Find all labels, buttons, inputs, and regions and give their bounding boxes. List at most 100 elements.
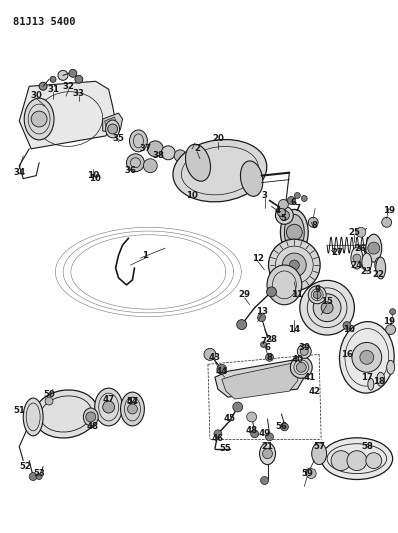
Circle shape (287, 224, 302, 240)
Circle shape (297, 362, 306, 372)
Circle shape (347, 451, 367, 471)
Circle shape (86, 412, 96, 422)
Ellipse shape (308, 286, 326, 304)
Polygon shape (103, 113, 123, 133)
Text: 7: 7 (294, 204, 300, 213)
Ellipse shape (267, 265, 302, 305)
Circle shape (251, 430, 259, 438)
Circle shape (382, 217, 392, 227)
Ellipse shape (95, 388, 123, 426)
Text: 59: 59 (301, 469, 313, 478)
Text: 48: 48 (87, 422, 99, 431)
Circle shape (39, 82, 47, 90)
Circle shape (281, 423, 289, 431)
Text: 25: 25 (348, 228, 360, 237)
Text: 81J13 5400: 81J13 5400 (13, 17, 76, 27)
Text: 5: 5 (281, 214, 286, 223)
Text: 37: 37 (139, 144, 152, 154)
Circle shape (45, 397, 53, 405)
Text: 52: 52 (19, 462, 31, 471)
Text: 8: 8 (311, 221, 317, 230)
Text: 54: 54 (127, 397, 139, 406)
Circle shape (103, 401, 115, 413)
Circle shape (313, 291, 321, 299)
Circle shape (58, 70, 68, 80)
Circle shape (300, 348, 308, 356)
Text: 48: 48 (246, 426, 258, 435)
Ellipse shape (240, 161, 263, 196)
Circle shape (287, 197, 295, 205)
Circle shape (263, 449, 273, 459)
Ellipse shape (377, 372, 385, 386)
Text: 10: 10 (86, 171, 99, 180)
Circle shape (295, 192, 300, 198)
Ellipse shape (339, 321, 394, 393)
Circle shape (258, 313, 265, 321)
Text: 2: 2 (194, 144, 200, 154)
Text: 16: 16 (341, 350, 353, 359)
Circle shape (247, 412, 257, 422)
Text: 8: 8 (267, 353, 273, 362)
Circle shape (50, 76, 56, 82)
Ellipse shape (387, 360, 395, 374)
Text: 34: 34 (13, 168, 25, 177)
Text: 30: 30 (30, 91, 42, 100)
Ellipse shape (23, 398, 43, 436)
Ellipse shape (281, 209, 308, 255)
Circle shape (390, 309, 396, 314)
Text: 40: 40 (291, 355, 303, 364)
Polygon shape (19, 82, 115, 149)
Polygon shape (215, 359, 307, 397)
Text: 41: 41 (303, 373, 315, 382)
Ellipse shape (351, 247, 363, 269)
Text: 14: 14 (288, 325, 300, 334)
Circle shape (289, 260, 299, 270)
Circle shape (204, 349, 216, 360)
Circle shape (217, 365, 227, 374)
Ellipse shape (366, 234, 382, 262)
Circle shape (301, 196, 307, 201)
Text: 51: 51 (13, 407, 25, 416)
Ellipse shape (376, 257, 386, 279)
Text: 33: 33 (73, 88, 85, 98)
Ellipse shape (362, 253, 372, 271)
Text: 21: 21 (261, 442, 273, 451)
Text: 58: 58 (361, 442, 373, 451)
Text: 19: 19 (382, 206, 395, 215)
Circle shape (69, 69, 77, 77)
Circle shape (368, 242, 380, 254)
Ellipse shape (368, 378, 374, 390)
Circle shape (386, 325, 396, 335)
Text: 24: 24 (351, 261, 363, 270)
Circle shape (147, 141, 163, 157)
Ellipse shape (291, 357, 312, 378)
Polygon shape (105, 117, 117, 129)
Ellipse shape (375, 257, 383, 272)
Circle shape (265, 433, 273, 441)
Text: 1: 1 (142, 251, 148, 260)
Circle shape (233, 402, 243, 412)
Circle shape (31, 111, 47, 127)
Circle shape (353, 254, 361, 262)
Circle shape (283, 253, 306, 277)
Text: 4: 4 (274, 206, 281, 215)
Circle shape (265, 353, 273, 361)
Ellipse shape (121, 392, 144, 426)
Text: 55: 55 (219, 444, 231, 453)
Ellipse shape (185, 144, 211, 181)
Text: 20: 20 (212, 134, 224, 143)
Text: 9: 9 (314, 285, 320, 294)
Ellipse shape (83, 408, 98, 426)
Circle shape (308, 217, 318, 227)
Text: 10: 10 (186, 191, 198, 200)
Text: 36: 36 (125, 166, 137, 175)
Circle shape (305, 469, 313, 477)
Text: 43: 43 (209, 353, 221, 362)
Text: 10: 10 (343, 325, 355, 334)
Text: 49: 49 (258, 429, 271, 438)
Ellipse shape (321, 438, 393, 480)
Text: 28: 28 (265, 335, 277, 344)
Text: 56: 56 (275, 422, 287, 431)
Text: 19: 19 (382, 317, 395, 326)
Circle shape (277, 208, 285, 216)
